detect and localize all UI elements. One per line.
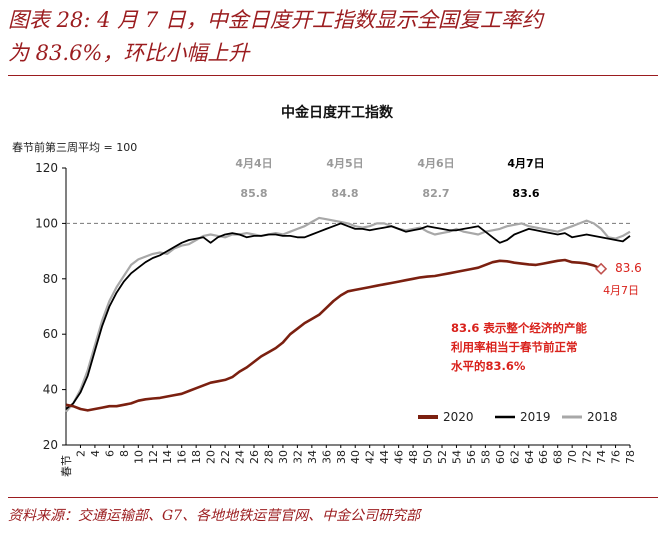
x-tick-label: 72: [581, 450, 594, 464]
series-line-2019: [65, 222, 631, 410]
y-axis-unit-label: 春节前第三周平均 = 100: [12, 140, 137, 154]
figure-title: 图表 28: 4 月 7 日，中金日度开工指数显示全国复工率约 为 83.6%，…: [8, 4, 658, 70]
x-tick-label: 24: [234, 450, 247, 464]
x-tick-label: 46: [393, 450, 406, 464]
x-tick-label: 2: [74, 450, 87, 457]
x-tick-label: 32: [291, 450, 304, 464]
x-tick-label: 12: [147, 450, 160, 464]
x-tick-label: 18: [190, 450, 203, 464]
x-tick-label: 66: [537, 450, 550, 464]
x-tick-label: 52: [436, 450, 449, 464]
y-tick-label: 40: [43, 383, 58, 397]
x-tick-label: 36: [320, 450, 333, 464]
x-tick-label: 春节: [60, 455, 73, 477]
x-tick-label: 8: [118, 450, 131, 457]
x-tick-label: 22: [219, 450, 232, 464]
note-line: 利用率相当于春节前正常: [450, 340, 578, 354]
x-tick-label: 10: [132, 450, 145, 464]
legend-label-2020: 2020: [443, 410, 474, 424]
annotation-value: 85.8: [240, 187, 267, 200]
endpoint-value-label: 83.6: [615, 261, 642, 275]
y-tick-label: 120: [35, 161, 58, 175]
series-line-2020: [65, 258, 602, 412]
x-tick-label: 40: [349, 450, 362, 464]
x-tick-label: 62: [508, 450, 521, 464]
annotation-date: 4月6日: [417, 157, 454, 170]
x-tick-label: 42: [364, 450, 377, 464]
endpoint-marker: [595, 262, 608, 275]
x-tick-label: 30: [277, 450, 290, 464]
y-tick-label: 80: [43, 272, 58, 286]
annotation-value: 83.6: [512, 187, 539, 200]
y-tick-label: 100: [35, 216, 58, 230]
legend: 2020 2019 2018: [418, 410, 618, 424]
x-tick-label: 68: [552, 450, 565, 464]
legend-label-2019: 2019: [520, 410, 551, 424]
x-tick-label: 16: [176, 450, 189, 464]
x-tick-label: 74: [595, 450, 608, 464]
x-tick-label: 38: [335, 450, 348, 464]
x-tick-label: 70: [566, 450, 579, 464]
annotation-group: 4月4日 85.8 4月5日 84.8 4月6日 82.7 4月7日 83.6: [235, 157, 544, 200]
x-tick-label: 26: [248, 450, 261, 464]
title-divider: [8, 75, 658, 76]
series-group: 83.6 4月7日: [65, 216, 642, 413]
endpoint-date-label: 4月7日: [603, 284, 639, 297]
x-tick-label: 58: [479, 450, 492, 464]
source-note: 资料来源：交通运输部、G7、各地地铁运营官网、中金公司研究部: [8, 508, 421, 524]
figure-title-line-1: 图表 28: 4 月 7 日，中金日度开工指数显示全国复工率约: [8, 8, 543, 32]
x-tick-label: 56: [465, 450, 478, 464]
x-tick-label: 48: [407, 450, 420, 464]
x-tick-label: 78: [624, 450, 637, 464]
x-tick-label: 28: [262, 450, 275, 464]
annotation-date: 4月7日: [507, 157, 544, 170]
legend-label-2018: 2018: [587, 410, 618, 424]
x-tick-label: 44: [378, 450, 391, 464]
x-tick-label: 14: [161, 450, 174, 464]
annotation-value: 82.7: [422, 187, 449, 200]
x-tick-label: 34: [306, 450, 319, 464]
note-line: 83.6 表示整个经济的产能: [451, 321, 587, 335]
x-tick-label: 20: [205, 450, 218, 464]
x-tick-label: 6: [103, 450, 116, 457]
x-tick-label: 76: [610, 450, 623, 464]
chart-title: 中金日度开工指数: [281, 104, 394, 121]
figure-title-line-2: 为 83.6%，环比小幅上升: [8, 41, 250, 65]
x-tick-label: 64: [523, 450, 536, 464]
y-tick-label: 60: [43, 327, 58, 341]
source-divider: [8, 497, 658, 498]
annotation-value: 84.8: [331, 187, 358, 200]
annotation-date: 4月4日: [235, 157, 272, 170]
x-tick-label: 50: [422, 450, 435, 464]
x-tick-label: 4: [89, 450, 102, 457]
y-tick-label: 20: [43, 438, 58, 452]
note-line: 水平的83.6%: [451, 359, 526, 373]
series-line-2018: [65, 216, 631, 413]
annotation-date: 4月5日: [326, 157, 363, 170]
x-tick-label: 60: [494, 450, 507, 464]
x-tick-label: 54: [450, 450, 463, 464]
